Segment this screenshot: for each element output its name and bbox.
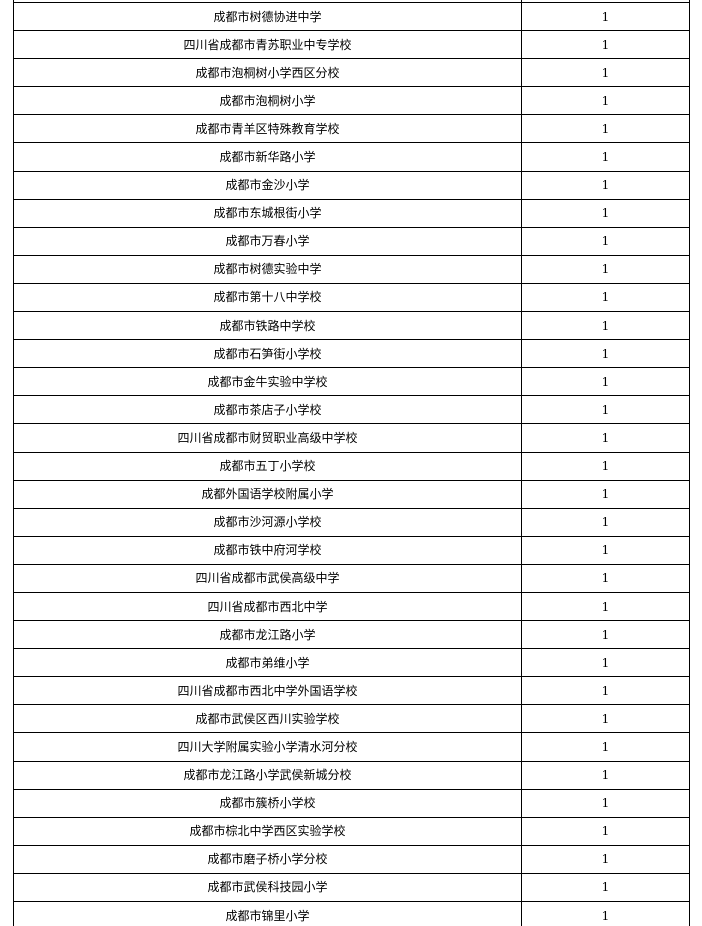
school-name-cell: 成都市磨子桥小学分校 [14, 845, 521, 873]
count-cell: 1 [522, 902, 689, 926]
count-cell: 1 [522, 143, 689, 171]
school-name-cell: 四川省成都市西北中学外国语学校 [14, 677, 521, 705]
school-name-cell: 成都市弟维小学 [14, 649, 521, 677]
school-name-cell: 成都市第十八中学校 [14, 283, 521, 312]
count-cell: 1 [522, 592, 689, 621]
school-name-cell: 四川省成都市财贸职业高级中学校 [14, 424, 521, 452]
count-cell: 1 [522, 564, 689, 592]
count-cell: 1 [522, 31, 689, 59]
count-cell: 1 [522, 677, 689, 705]
count-cell: 1 [522, 817, 689, 845]
school-name-cell: 四川大学附属实验小学清水河分校 [14, 733, 521, 761]
school-name-cell: 成都市泡桐树小学西区分校 [14, 59, 521, 87]
partial-top-row-school-cell [14, 0, 521, 2]
school-name-cell: 成都市沙河源小学校 [14, 508, 521, 536]
school-name-cell: 成都市青羊区特殊教育学校 [14, 115, 521, 143]
school-name-cell: 成都市树德实验中学 [14, 255, 521, 283]
school-name-cell: 四川省成都市西北中学 [14, 592, 521, 621]
school-name-cell: 成都市簇桥小学校 [14, 789, 521, 817]
count-cell: 1 [522, 340, 689, 368]
count-cell: 1 [522, 171, 689, 199]
school-name-cell: 成都市泡桐树小学 [14, 87, 521, 115]
school-name-cell: 成都市龙江路小学武侯新城分校 [14, 761, 521, 789]
school-name-cell: 成都市茶店子小学校 [14, 396, 521, 424]
school-name-cell: 成都市金沙小学 [14, 171, 521, 199]
school-count-table: 成都市树德协进中学 1 四川省成都市青苏职业中专学校 1 成都市泡桐树小学西区分… [13, 0, 690, 926]
partial-top-row-count-cell [522, 0, 689, 2]
count-cell: 1 [522, 59, 689, 87]
count-cell: 1 [522, 87, 689, 115]
count-cell: 1 [522, 761, 689, 789]
school-name-cell: 成都市树德协进中学 [14, 3, 521, 31]
school-name-cell: 成都市龙江路小学 [14, 621, 521, 649]
count-cell: 1 [522, 368, 689, 396]
count-cell: 1 [522, 312, 689, 340]
school-name-cell: 成都市铁路中学校 [14, 312, 521, 340]
count-cell: 1 [522, 845, 689, 873]
count-cell: 1 [522, 283, 689, 312]
count-cell: 1 [522, 3, 689, 31]
school-name-cell: 成都市锦里小学 [14, 902, 521, 926]
count-cell: 1 [522, 705, 689, 733]
count-cell: 1 [522, 480, 689, 508]
school-name-cell: 成都市金牛实验中学校 [14, 368, 521, 396]
school-name-cell: 成都市铁中府河学校 [14, 536, 521, 564]
school-name-cell: 成都市东城根街小学 [14, 199, 521, 227]
count-cell: 1 [522, 621, 689, 649]
count-cell: 1 [522, 227, 689, 255]
count-cell: 1 [522, 873, 689, 901]
school-name-cell: 成都市棕北中学西区实验学校 [14, 817, 521, 845]
school-name-cell: 成都市五丁小学校 [14, 452, 521, 480]
school-name-cell: 四川省成都市青苏职业中专学校 [14, 31, 521, 59]
count-cell: 1 [522, 255, 689, 283]
count-cell: 1 [522, 396, 689, 424]
school-name-cell: 成都市新华路小学 [14, 143, 521, 171]
count-cell: 1 [522, 536, 689, 564]
count-cell: 1 [522, 733, 689, 761]
school-name-cell: 成都外国语学校附属小学 [14, 480, 521, 508]
count-cell: 1 [522, 789, 689, 817]
school-name-cell: 成都市石笋街小学校 [14, 340, 521, 368]
count-cell: 1 [522, 424, 689, 452]
school-name-cell: 成都市万春小学 [14, 227, 521, 255]
count-cell: 1 [522, 199, 689, 227]
count-cell: 1 [522, 115, 689, 143]
school-name-cell: 成都市武侯区西川实验学校 [14, 705, 521, 733]
count-cell: 1 [522, 649, 689, 677]
count-cell: 1 [522, 508, 689, 536]
count-cell: 1 [522, 452, 689, 480]
school-name-cell: 四川省成都市武侯高级中学 [14, 564, 521, 592]
school-name-cell: 成都市武侯科技园小学 [14, 873, 521, 901]
